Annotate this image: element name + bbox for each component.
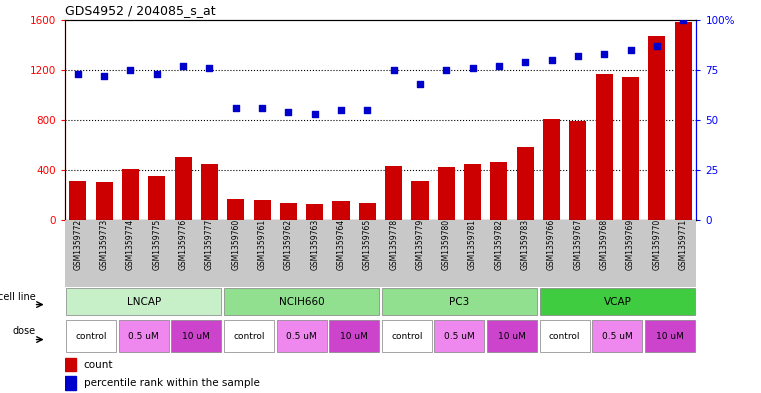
Point — [361, 107, 374, 113]
Bar — [96, 182, 113, 220]
Point — [335, 107, 347, 113]
Text: 10 uM: 10 uM — [656, 332, 684, 340]
Bar — [333, 201, 349, 220]
Text: control: control — [75, 332, 107, 340]
Point — [493, 62, 505, 69]
Bar — [385, 166, 403, 220]
Text: 0.5 uM: 0.5 uM — [286, 332, 317, 340]
Bar — [540, 320, 590, 352]
Bar — [648, 36, 665, 220]
Bar — [66, 288, 221, 315]
Bar — [224, 320, 274, 352]
Bar — [280, 202, 297, 220]
Point — [256, 105, 268, 111]
Bar — [253, 200, 271, 220]
Bar — [622, 77, 639, 220]
Text: 10 uM: 10 uM — [183, 332, 210, 340]
Bar — [435, 320, 485, 352]
Bar — [201, 164, 218, 220]
Text: VCAP: VCAP — [603, 297, 632, 307]
Text: 0.5 uM: 0.5 uM — [444, 332, 475, 340]
Point — [414, 81, 426, 87]
Bar — [65, 358, 76, 371]
Point — [177, 62, 189, 69]
Bar — [540, 288, 695, 315]
Bar — [517, 147, 533, 220]
Bar — [174, 158, 192, 220]
Point — [203, 64, 215, 71]
Bar — [276, 320, 326, 352]
Bar — [228, 199, 244, 220]
Bar — [382, 320, 431, 352]
Point — [546, 57, 558, 63]
Point — [519, 59, 531, 65]
Bar — [119, 320, 169, 352]
Point — [72, 71, 84, 77]
Bar — [148, 176, 165, 220]
Point — [677, 17, 689, 23]
Bar — [306, 204, 323, 220]
Bar — [569, 121, 587, 220]
Bar — [224, 288, 379, 315]
Text: control: control — [233, 332, 265, 340]
Text: count: count — [84, 360, 113, 370]
Text: NCIH660: NCIH660 — [279, 297, 324, 307]
Point — [572, 53, 584, 59]
Point — [387, 67, 400, 73]
Text: 10 uM: 10 uM — [340, 332, 368, 340]
Bar — [382, 288, 537, 315]
Text: percentile rank within the sample: percentile rank within the sample — [84, 378, 260, 388]
Bar — [645, 320, 695, 352]
Bar — [487, 320, 537, 352]
Point — [282, 109, 295, 115]
Text: 0.5 uM: 0.5 uM — [129, 332, 159, 340]
Point — [230, 105, 242, 111]
Point — [598, 51, 610, 57]
Bar — [69, 181, 87, 220]
Bar — [65, 376, 76, 390]
Text: 0.5 uM: 0.5 uM — [602, 332, 632, 340]
Bar — [464, 164, 481, 220]
Point — [151, 71, 163, 77]
Text: control: control — [391, 332, 422, 340]
Bar — [66, 320, 116, 352]
Bar — [358, 202, 376, 220]
Text: 10 uM: 10 uM — [498, 332, 526, 340]
Point — [466, 64, 479, 71]
Point — [440, 67, 452, 73]
Bar — [438, 167, 455, 220]
Bar — [330, 320, 379, 352]
Bar — [490, 162, 508, 220]
Text: control: control — [549, 332, 581, 340]
Point — [98, 73, 110, 79]
Bar — [122, 169, 139, 220]
Point — [124, 67, 136, 73]
Text: dose: dose — [12, 326, 36, 336]
Bar — [171, 320, 221, 352]
Text: PC3: PC3 — [449, 297, 470, 307]
Text: cell line: cell line — [0, 292, 36, 302]
Bar — [412, 181, 428, 220]
Text: LNCAP: LNCAP — [126, 297, 161, 307]
Bar — [592, 320, 642, 352]
Point — [309, 111, 321, 117]
Bar — [674, 22, 692, 220]
Bar — [543, 119, 560, 220]
Point — [651, 42, 663, 49]
Bar — [596, 73, 613, 220]
Text: GDS4952 / 204085_s_at: GDS4952 / 204085_s_at — [65, 4, 215, 17]
Point — [625, 47, 637, 53]
